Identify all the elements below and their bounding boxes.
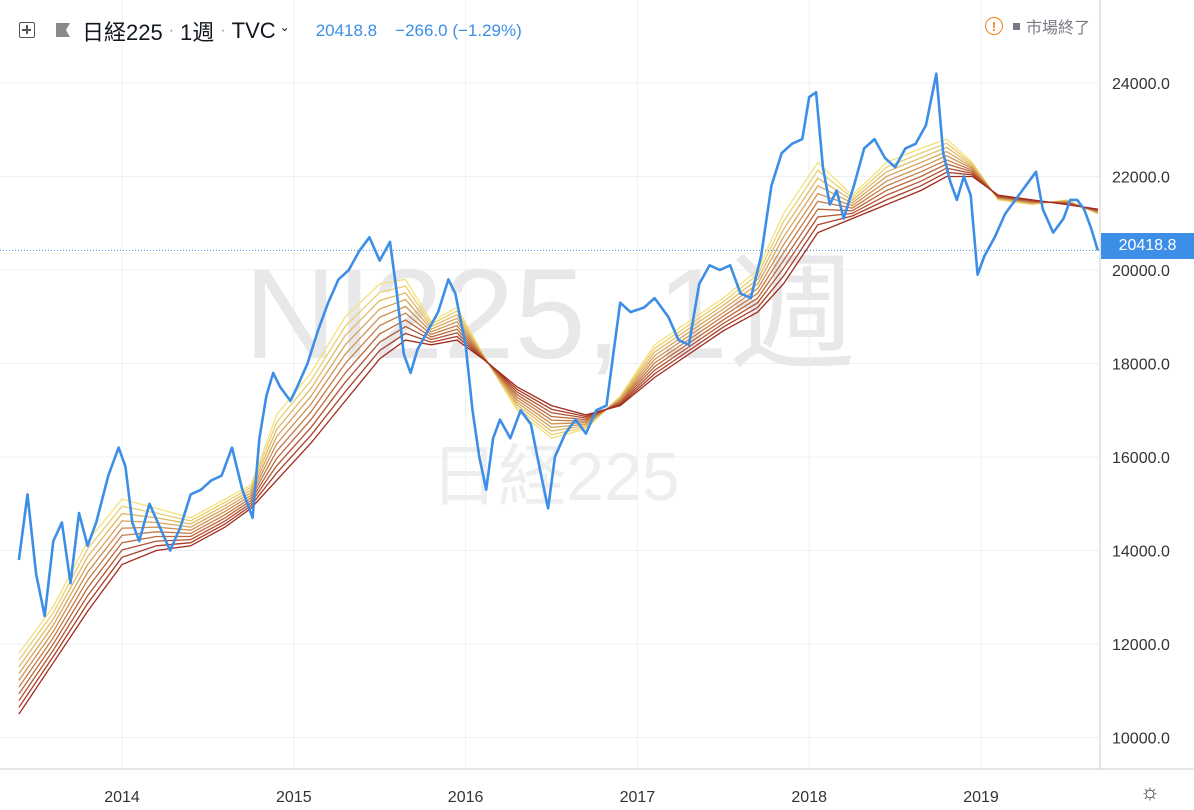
last-price-tag: 20418.8	[1101, 233, 1194, 259]
expand-icon[interactable]	[19, 22, 35, 38]
ribbon-line	[18, 142, 1099, 661]
price-line	[17, 72, 1100, 618]
separator-dot: ·	[220, 22, 226, 39]
settings-icon[interactable]: ☼	[1139, 779, 1160, 804]
x-tick-label: 2016	[448, 789, 484, 806]
ribbon-group	[18, 138, 1099, 715]
y-tick-label: 14000.0	[1112, 544, 1170, 561]
watermark-subtitle: 日経225	[430, 439, 679, 515]
y-tick-label: 24000.0	[1112, 76, 1170, 93]
ribbon-line	[18, 175, 1098, 715]
y-tick-label: 16000.0	[1112, 450, 1170, 467]
y-tick-label: 22000.0	[1112, 170, 1170, 187]
y-axis[interactable]: 10000.0 12000.0 14000.0 16000.0 18000.0 20000…	[1112, 76, 1170, 748]
y-tick-label: 20000.0	[1112, 263, 1170, 280]
interval[interactable]: 1週	[180, 20, 215, 45]
y-tick-label: 10000.0	[1112, 731, 1170, 748]
x-tick-label: 2017	[620, 789, 656, 806]
alert-icon[interactable]: !	[984, 17, 1003, 35]
ribbon-line	[18, 163, 1098, 695]
separator-dot: ·	[168, 22, 175, 39]
x-tick-label: 2018	[791, 789, 827, 806]
y-tick-label: 12000.0	[1112, 637, 1170, 654]
ribbon-line	[18, 167, 1098, 701]
ribbon-line	[18, 159, 1098, 688]
symbol-name[interactable]: 日経225	[82, 20, 163, 45]
source[interactable]: TVC	[231, 18, 276, 43]
x-tick-label: 2014	[104, 789, 140, 806]
price-line-group	[17, 72, 1100, 618]
flag-icon[interactable]	[55, 22, 71, 38]
ribbon-line	[18, 154, 1098, 681]
last-price: 20418.8	[315, 21, 378, 40]
y-tick-label: 18000.0	[1112, 357, 1170, 374]
header: 日経225 · 1週 · TVC ⌄ 20418.8 −266.0 (−1.29…	[82, 14, 522, 48]
ribbon-line	[18, 171, 1098, 708]
x-axis[interactable]: 2014 2015 2016 2017 2018 2019	[104, 789, 999, 806]
grid	[0, 0, 1100, 769]
watermark-title: NI225, 1週	[244, 243, 856, 386]
ribbon-line	[18, 150, 1099, 674]
ribbon-line	[18, 146, 1099, 668]
market-status: ! 市場終了	[984, 14, 1090, 38]
ribbon-line	[18, 138, 1099, 654]
x-tick-label: 2019	[963, 789, 999, 806]
chevron-down-icon[interactable]: ⌄	[279, 20, 290, 34]
market-status-label: 市場終了	[1025, 20, 1090, 37]
status-dot-icon	[1012, 22, 1020, 30]
price-change: −266.0 (−1.29%)	[395, 21, 522, 40]
x-tick-label: 2015	[276, 789, 312, 806]
